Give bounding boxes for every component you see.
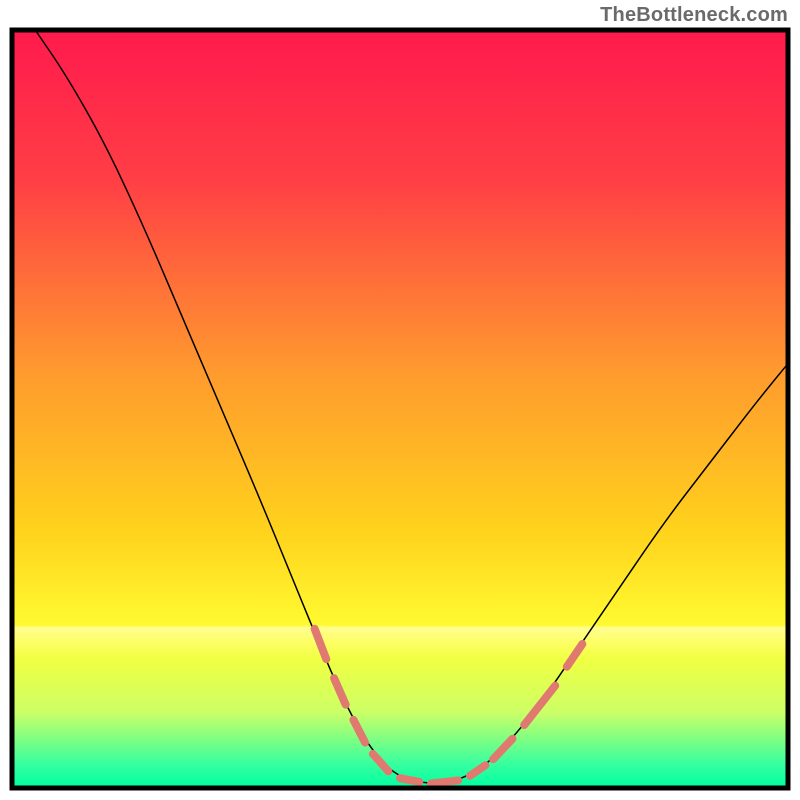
dash-overlay-bottom-0 — [400, 778, 419, 782]
chart-container: TheBottleneck.com — [0, 0, 800, 800]
chart-background-gradient — [12, 30, 788, 788]
dash-overlay-bottom-1 — [431, 780, 458, 783]
chart-pale-band — [12, 625, 788, 659]
bottleneck-curve-chart — [0, 0, 800, 800]
watermark-text: TheBottleneck.com — [600, 4, 788, 27]
